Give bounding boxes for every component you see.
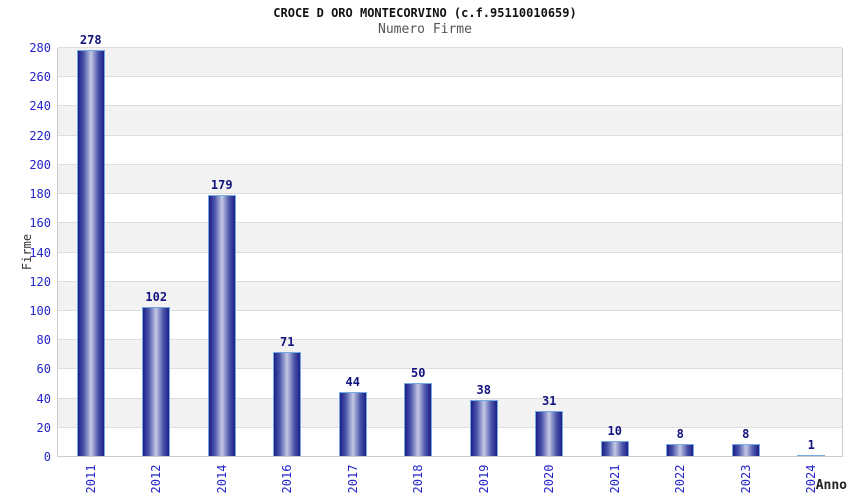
y-tick-label: 240: [29, 99, 51, 114]
bar-value-label: 278: [79, 33, 102, 47]
bar-value-label: 38: [476, 383, 491, 397]
x-tick-2020: 2020: [542, 464, 557, 494]
bar-value-label: 44: [345, 375, 360, 389]
x-tick-2017: 2017: [345, 464, 360, 494]
grid-band: [58, 47, 842, 77]
bar-2019: [469, 400, 498, 456]
grid-band: [58, 222, 842, 252]
bar-2020: [535, 411, 564, 456]
y-tick-label: 120: [29, 274, 51, 289]
bar-value-label: 31: [542, 394, 557, 408]
y-tick-label: 200: [29, 157, 51, 172]
grid-band: [58, 134, 842, 164]
bar-value-label: 102: [145, 290, 168, 304]
y-tick-label: 0: [43, 450, 51, 464]
bar-2018: [404, 383, 433, 456]
grid-band: [58, 76, 842, 106]
x-tick-2012: 2012: [149, 464, 164, 494]
y-tick-label: 100: [29, 303, 51, 318]
bar-2016: [273, 352, 302, 456]
y-tick-label: 160: [29, 216, 51, 231]
grid-band: [58, 193, 842, 223]
bar-value-label: 71: [280, 335, 295, 349]
bar-2022: [666, 444, 695, 456]
y-tick-label: 180: [29, 187, 51, 202]
bar-value-label: 1: [807, 438, 815, 452]
chart-title: CROCE D ORO MONTECORVINO (c.f.9511001065…: [273, 6, 577, 20]
grid-band: [58, 280, 842, 310]
y-tick-label: 140: [29, 245, 51, 260]
grid-band: [58, 339, 842, 369]
bar-2012: [142, 307, 171, 456]
x-tick-2016: 2016: [280, 464, 295, 494]
grid-band: [58, 368, 842, 398]
y-tick-label: 280: [29, 41, 51, 55]
bar-value-label: 8: [742, 427, 750, 441]
bar-2017: [338, 392, 367, 456]
grid-band: [58, 309, 842, 340]
bar-value-label: 50: [411, 366, 426, 380]
bar-value-label: 179: [210, 178, 233, 192]
bar-2021: [600, 441, 629, 456]
y-tick-label: 260: [29, 70, 51, 85]
bar-2014: [207, 195, 236, 456]
x-axis-label: Anno: [815, 478, 847, 493]
y-tick-label: 40: [36, 391, 51, 406]
x-tick-2019: 2019: [476, 464, 491, 494]
grid-band: [58, 251, 842, 281]
grid-band: [58, 105, 842, 135]
grid-band: [58, 163, 842, 194]
grid-band: [58, 426, 842, 456]
plot-area: 278 102 179 71 44 50 38 31 10 8 8 1: [57, 33, 843, 457]
chart-subtitle: Numero Firme: [378, 22, 472, 37]
x-tick-2023: 2023: [738, 464, 753, 494]
bar-value-label: 10: [607, 424, 622, 438]
y-tick-label: 60: [36, 362, 51, 377]
x-tick-2011: 2011: [83, 464, 98, 494]
x-tick-2021: 2021: [607, 464, 622, 494]
bar-2011: [76, 50, 105, 456]
x-tick-2018: 2018: [411, 464, 426, 494]
y-tick-label: 20: [36, 420, 51, 435]
x-tick-2014: 2014: [214, 464, 229, 494]
y-tick-label: 80: [36, 333, 51, 348]
bar-value-label: 8: [676, 427, 684, 441]
bar-2023: [731, 444, 760, 456]
y-tick-label: 220: [29, 128, 51, 143]
grid-band: [58, 397, 842, 427]
bar-2024: [797, 455, 826, 456]
x-tick-2022: 2022: [673, 464, 688, 494]
